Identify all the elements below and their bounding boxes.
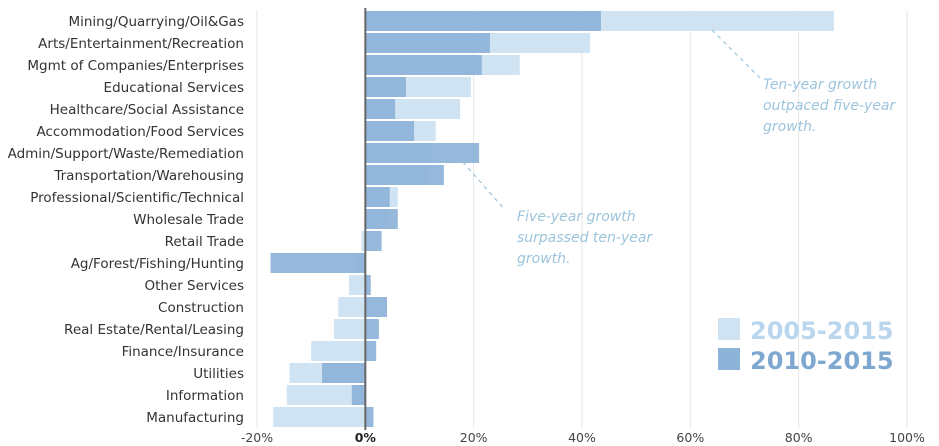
grid-lines <box>256 10 908 428</box>
category-label-1: Arts/Entertainment/Recreation <box>38 36 244 52</box>
category-label-9: Wholesale Trade <box>133 212 244 228</box>
annotation-leader-1 <box>462 161 506 211</box>
category-label-11: Ag/Forest/Fishing/Hunting <box>71 256 244 272</box>
bar-2010-2015-14 <box>365 319 379 339</box>
legend-label-0: 2005-2015 <box>750 317 894 345</box>
legend-label-1: 2010-2015 <box>750 347 894 375</box>
bar-2010-2015-16 <box>322 363 366 383</box>
category-label-2: Mgmt of Companies/Enterprises <box>27 58 244 74</box>
bar-2005-2015-10 <box>361 231 366 251</box>
bar-2005-2015-14 <box>333 319 366 339</box>
category-label-3: Educational Services <box>104 80 244 96</box>
bar-2010-2015-17 <box>351 385 366 405</box>
bar-2005-2015-12 <box>349 275 366 295</box>
bar-2010-2015-10 <box>365 231 382 251</box>
legend-swatch-1 <box>718 348 740 370</box>
bar-2010-2015-13 <box>365 297 387 317</box>
annotation-text-0-0: Ten-year growth <box>763 77 877 93</box>
x-tick-label-2: 20% <box>460 430 488 445</box>
legend-swatch-0 <box>718 318 740 340</box>
annotation-text-1-2: growth. <box>517 251 570 267</box>
bar-2010-2015-5 <box>365 121 415 141</box>
bar-2010-2015-6 <box>365 143 480 163</box>
category-label-12: Other Services <box>144 278 244 294</box>
category-label-7: Transportation/Warehousing <box>53 168 244 184</box>
category-label-15: Finance/Insurance <box>122 344 244 360</box>
annotation-leader-0 <box>711 29 761 79</box>
annotation-text-1-0: Five-year growth <box>517 209 636 225</box>
category-label-17: Information <box>166 388 244 404</box>
x-tick-label-1: 0% <box>355 430 377 445</box>
x-tick-labels: -20% 0% 20% 40% 60% 80% 100% <box>241 430 925 445</box>
x-tick-label-4: 60% <box>676 430 704 445</box>
x-tick-label-0: -20% <box>241 430 273 445</box>
bars <box>270 11 834 427</box>
bar-2010-2015-15 <box>365 341 377 361</box>
category-label-0: Mining/Quarrying/Oil&Gas <box>68 14 244 30</box>
category-label-6: Admin/Support/Waste/Remediation <box>8 146 244 162</box>
bar-2010-2015-18 <box>365 407 374 427</box>
bar-2005-2015-18 <box>273 407 366 427</box>
x-tick-label-5: 80% <box>785 430 813 445</box>
bar-2010-2015-8 <box>365 187 390 207</box>
category-label-8: Professional/Scientific/Technical <box>30 190 244 206</box>
bar-2005-2015-15 <box>311 341 366 361</box>
category-label-14: Real Estate/Rental/Leasing <box>64 322 244 338</box>
category-label-16: Utilities <box>193 366 244 382</box>
bar-2010-2015-12 <box>365 275 371 295</box>
bar-2010-2015-0 <box>365 11 601 31</box>
bar-2010-2015-7 <box>365 165 444 185</box>
category-label-10: Retail Trade <box>165 234 244 250</box>
annotation-text-0-1: outpaced five-year <box>763 98 897 114</box>
bar-2010-2015-11 <box>270 253 366 273</box>
category-label-4: Healthcare/Social Assistance <box>50 102 244 118</box>
category-label-13: Construction <box>158 300 244 316</box>
category-labels: Mining/Quarrying/Oil&Gas Arts/Entertainme… <box>8 14 244 426</box>
x-tick-label-6: 100% <box>889 430 925 445</box>
bar-2005-2015-17 <box>286 385 366 405</box>
bar-2010-2015-2 <box>365 55 482 75</box>
annotations: Ten-year growth outpaced five-year growth.… <box>462 29 897 267</box>
category-label-5: Accommodation/Food Services <box>36 124 244 140</box>
bar-2010-2015-4 <box>365 99 396 119</box>
bar-2010-2015-9 <box>365 209 398 229</box>
category-label-18: Manufacturing <box>146 410 244 426</box>
x-tick-label-3: 40% <box>568 430 596 445</box>
annotation-text-0-2: growth. <box>763 119 816 135</box>
bar-2010-2015-1 <box>365 33 490 53</box>
bar-2005-2015-13 <box>338 297 366 317</box>
bar-2010-2015-3 <box>365 77 406 97</box>
annotation-text-1-1: surpassed ten-year <box>517 230 653 246</box>
